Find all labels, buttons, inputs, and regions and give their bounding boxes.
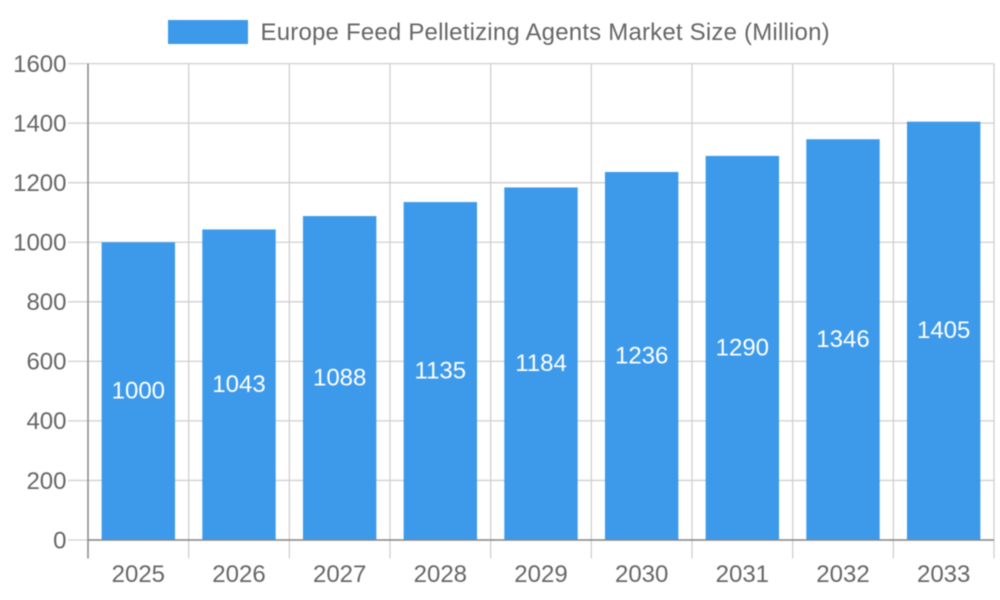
svg-text:1400: 1400 (13, 110, 66, 137)
svg-text:2025: 2025 (112, 561, 165, 588)
svg-text:Europe Feed Pelletizing Agents: Europe Feed Pelletizing Agents Market Si… (261, 19, 830, 46)
svg-text:1290: 1290 (716, 334, 769, 361)
svg-text:2030: 2030 (615, 561, 668, 588)
svg-text:1346: 1346 (816, 326, 869, 353)
svg-text:200: 200 (26, 468, 66, 495)
svg-text:1184: 1184 (515, 350, 567, 377)
svg-text:1000: 1000 (13, 230, 66, 257)
svg-text:2028: 2028 (414, 561, 467, 588)
svg-text:1405: 1405 (917, 317, 970, 344)
svg-text:2029: 2029 (514, 561, 567, 588)
svg-text:800: 800 (26, 289, 66, 316)
svg-text:1088: 1088 (313, 364, 366, 391)
svg-text:1600: 1600 (13, 51, 66, 78)
svg-text:600: 600 (26, 349, 66, 376)
svg-text:2032: 2032 (816, 561, 869, 588)
svg-text:1043: 1043 (212, 371, 265, 398)
svg-text:2027: 2027 (313, 561, 366, 588)
svg-text:1000: 1000 (112, 377, 165, 404)
svg-text:2031: 2031 (716, 561, 769, 588)
svg-text:1236: 1236 (615, 342, 668, 369)
svg-text:2026: 2026 (212, 561, 265, 588)
svg-text:2033: 2033 (917, 561, 970, 588)
svg-text:1200: 1200 (13, 170, 66, 197)
svg-text:1135: 1135 (415, 357, 467, 384)
svg-text:400: 400 (26, 408, 66, 435)
svg-text:0: 0 (53, 527, 66, 554)
